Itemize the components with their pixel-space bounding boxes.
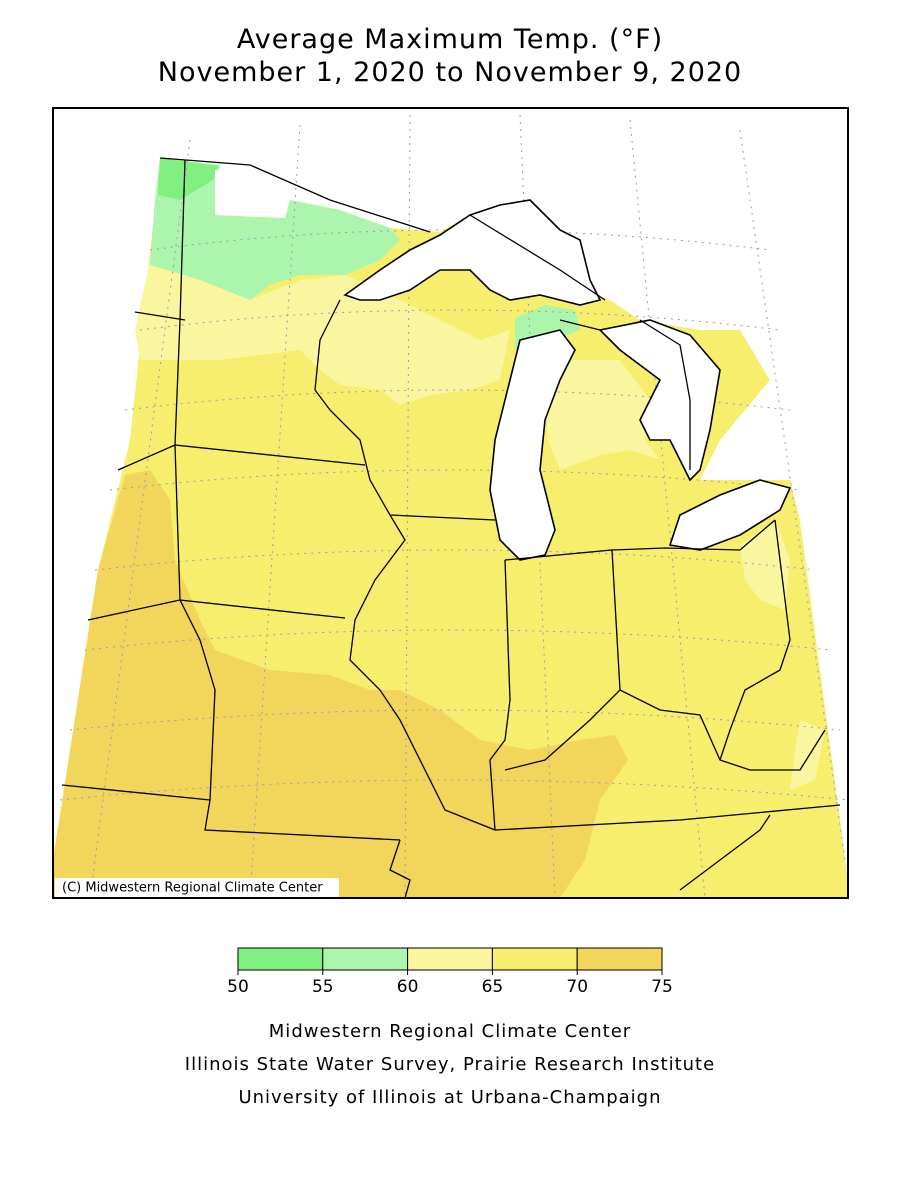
contour-55-60 bbox=[150, 158, 400, 300]
contour-50-55 bbox=[158, 158, 218, 200]
copyright: (C) Midwestern Regional Climate Center bbox=[62, 881, 323, 896]
contour-60-65-se bbox=[740, 520, 825, 790]
subtitle: November 1, 2020 to November 9, 2020 bbox=[158, 57, 742, 88]
no-data bbox=[215, 170, 285, 218]
legend-tick-label: 65 bbox=[482, 977, 504, 997]
legend-tick-label: 55 bbox=[312, 977, 334, 997]
credit-line: Midwestern Regional Climate Center bbox=[269, 1021, 631, 1042]
title: Average Maximum Temp. (°F) bbox=[237, 24, 663, 55]
legend-tick-label: 60 bbox=[397, 977, 419, 997]
legend-swatch bbox=[322, 947, 409, 971]
legend-swatch bbox=[576, 947, 663, 971]
lake-michigan bbox=[489, 329, 576, 561]
copyright-box bbox=[55, 878, 339, 897]
state-borders bbox=[61, 157, 841, 899]
legend-tick-label: 75 bbox=[651, 977, 673, 997]
graticule bbox=[59, 114, 849, 899]
lake-erie bbox=[668, 479, 792, 551]
contour-60-65 bbox=[135, 260, 510, 405]
map: (C) Midwestern Regional Climate Center bbox=[52, 107, 849, 899]
contour-70-75 bbox=[53, 470, 628, 898]
credit-line: Illinois State Water Survey, Prairie Res… bbox=[185, 1054, 715, 1075]
credit-line: University of Illinois at Urbana-Champai… bbox=[238, 1087, 661, 1108]
legend-swatch bbox=[491, 947, 578, 971]
lake-superior bbox=[343, 199, 602, 306]
legend-tick-label: 70 bbox=[566, 977, 588, 997]
map-frame bbox=[52, 107, 849, 899]
contour-60-65-east bbox=[545, 360, 660, 470]
legend-swatch bbox=[407, 947, 493, 971]
legend-tick-label: 50 bbox=[227, 977, 249, 997]
legend-swatch bbox=[237, 947, 324, 971]
legend: 50 55 60 65 70 75 bbox=[227, 947, 673, 997]
